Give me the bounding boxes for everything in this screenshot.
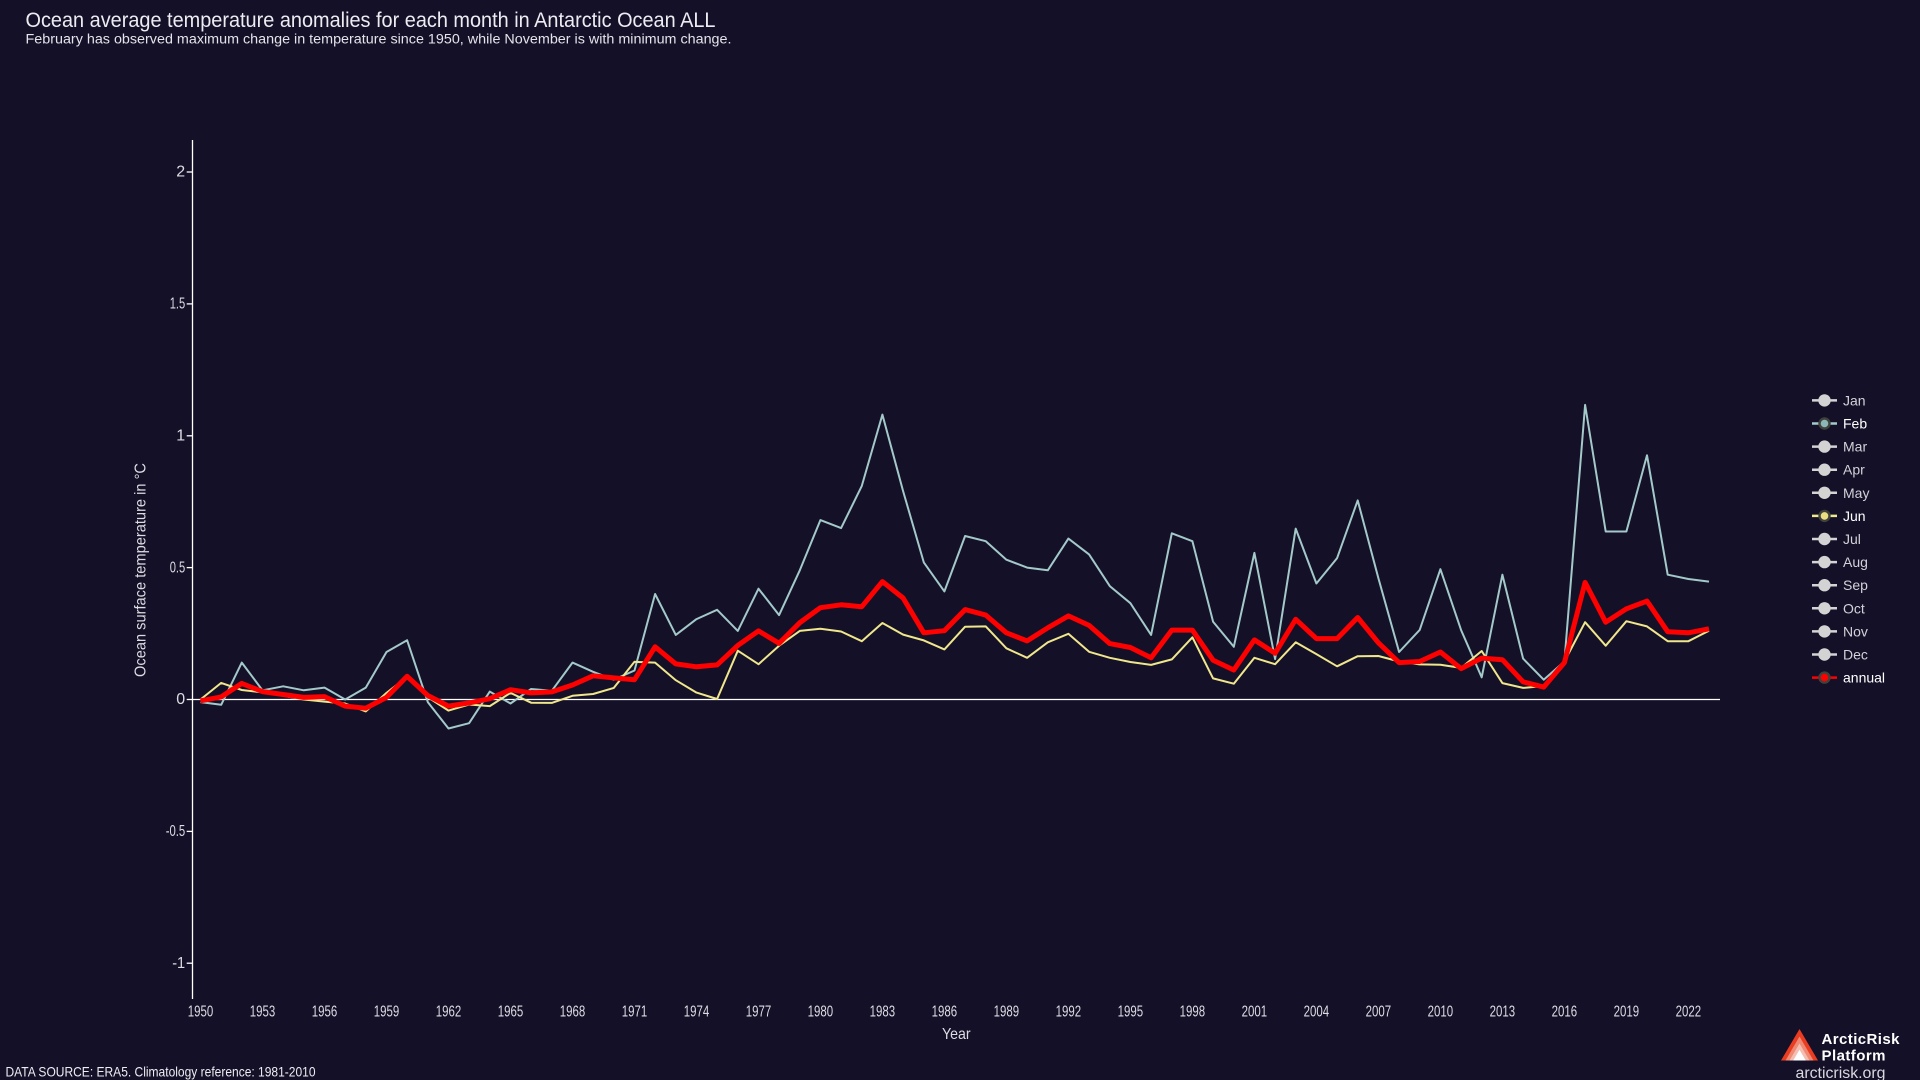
svg-text:Oct: Oct — [1843, 600, 1865, 616]
svg-text:1974: 1974 — [684, 1004, 710, 1021]
svg-text:2022: 2022 — [1676, 1004, 1702, 1021]
svg-text:DATA SOURCE: ERA5. Climatology: DATA SOURCE: ERA5. Climatology reference… — [6, 1064, 316, 1080]
svg-text:Platform: Platform — [1822, 1048, 1886, 1065]
svg-text:1995: 1995 — [1118, 1004, 1144, 1021]
svg-text:Jan: Jan — [1843, 392, 1866, 408]
svg-text:1971: 1971 — [622, 1004, 648, 1021]
svg-text:1986: 1986 — [932, 1004, 958, 1021]
svg-text:Feb: Feb — [1843, 416, 1867, 432]
svg-text:2013: 2013 — [1490, 1004, 1516, 1021]
svg-text:Apr: Apr — [1843, 462, 1865, 478]
svg-text:1965: 1965 — [498, 1004, 524, 1021]
svg-text:1962: 1962 — [436, 1004, 462, 1021]
svg-text:0.5: 0.5 — [170, 559, 186, 576]
svg-text:Ocean average temperature anom: Ocean average temperature anomalies for … — [26, 9, 716, 32]
svg-text:1: 1 — [176, 427, 185, 444]
svg-text:-0.5: -0.5 — [166, 823, 186, 840]
svg-text:1998: 1998 — [1180, 1004, 1206, 1021]
svg-text:2019: 2019 — [1614, 1004, 1640, 1021]
svg-text:1968: 1968 — [560, 1004, 586, 1021]
svg-text:2007: 2007 — [1366, 1004, 1392, 1021]
svg-text:Aug: Aug — [1843, 554, 1868, 570]
svg-text:1956: 1956 — [312, 1004, 338, 1021]
svg-text:1989: 1989 — [994, 1004, 1020, 1021]
svg-text:1977: 1977 — [746, 1004, 772, 1021]
svg-text:arcticrisk.org: arcticrisk.org — [1796, 1065, 1886, 1080]
svg-text:1983: 1983 — [870, 1004, 896, 1021]
svg-text:2: 2 — [176, 164, 185, 181]
svg-text:Nov: Nov — [1843, 623, 1868, 639]
svg-text:May: May — [1843, 485, 1869, 501]
svg-text:annual: annual — [1843, 670, 1885, 686]
svg-text:0: 0 — [176, 691, 185, 708]
svg-text:2004: 2004 — [1304, 1004, 1330, 1021]
svg-text:1992: 1992 — [1056, 1004, 1082, 1021]
svg-text:Mar: Mar — [1843, 439, 1867, 455]
svg-text:ArcticRisk: ArcticRisk — [1822, 1031, 1901, 1048]
svg-text:-1: -1 — [172, 955, 185, 972]
svg-text:Dec: Dec — [1843, 647, 1868, 663]
svg-text:Ocean surface temperature in °: Ocean surface temperature in °C — [133, 463, 150, 677]
svg-text:2016: 2016 — [1552, 1004, 1578, 1021]
svg-text:Year: Year — [942, 1026, 971, 1043]
svg-text:1.5: 1.5 — [170, 296, 186, 313]
svg-text:1959: 1959 — [374, 1004, 400, 1021]
svg-text:1953: 1953 — [250, 1004, 276, 1021]
svg-text:1950: 1950 — [188, 1004, 214, 1021]
svg-text:Jun: Jun — [1843, 508, 1866, 524]
svg-text:2001: 2001 — [1242, 1004, 1268, 1021]
svg-text:2010: 2010 — [1428, 1004, 1454, 1021]
svg-text:1980: 1980 — [808, 1004, 834, 1021]
svg-text:Sep: Sep — [1843, 577, 1868, 593]
svg-text:February has observed maximum: February has observed maximum change in … — [26, 31, 732, 47]
svg-text:Jul: Jul — [1843, 531, 1861, 547]
